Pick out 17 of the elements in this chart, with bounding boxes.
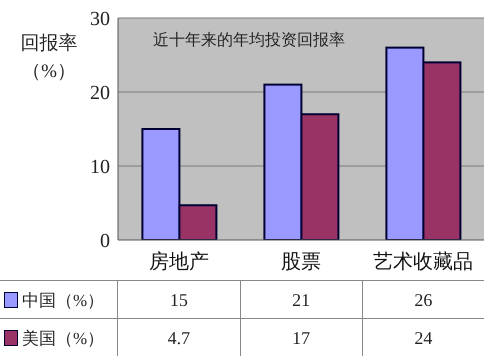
- y-tick-label: 30: [90, 8, 110, 30]
- x-tick-label: 股票: [281, 251, 321, 274]
- data-label: 21: [240, 281, 362, 319]
- text: 近十年来的年均投资回报率: [153, 30, 345, 51]
- legend-label: 中国（%）: [22, 290, 104, 312]
- data-label: 24: [362, 319, 484, 356]
- legend-label: 美国（%）: [22, 328, 104, 350]
- data-label: 4.7: [117, 319, 240, 356]
- x-tick-label: 房地产: [149, 251, 209, 274]
- y-tick-label: 10: [90, 156, 110, 178]
- x-tick-label: 艺术收藏品: [373, 251, 473, 274]
- y-tick-label: 0: [100, 230, 110, 252]
- data-label: 26: [362, 281, 484, 319]
- data-label: 15: [117, 281, 240, 319]
- data-label: 17: [240, 319, 362, 356]
- y-tick-label: 20: [90, 82, 110, 104]
- y-axis-title: 回报率（%）: [20, 32, 78, 84]
